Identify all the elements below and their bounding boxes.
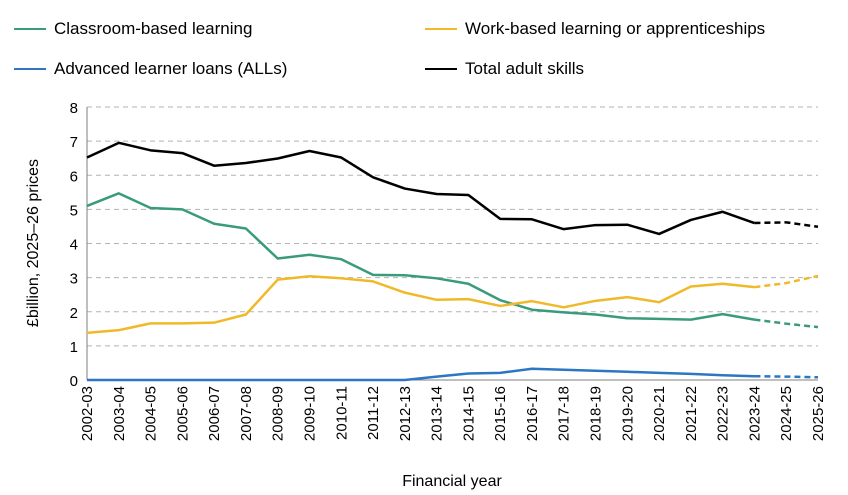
x-tick-labels: 2002-03 2003-04 2004-05 2005-06 2006-07 2007-…: [79, 386, 827, 441]
legend-label-work-based: Work-based learning or apprenticeships: [465, 19, 766, 38]
series-line-0: [86, 192, 755, 321]
y-tick-label: 8: [70, 100, 78, 117]
x-tick-label: 2009-10: [301, 386, 318, 441]
x-tick-label: 2024-25: [778, 386, 795, 441]
legend: Classroom-based learning Work-based lear…: [0, 0, 848, 90]
series-projection-2: [754, 374, 819, 379]
y-tick-label: 7: [70, 134, 78, 151]
series-line-1: [86, 275, 755, 335]
series-line-3: [86, 141, 755, 236]
x-axis-title: Financial year: [402, 473, 502, 490]
x-tick-label: 2016-17: [524, 386, 541, 441]
y-tick-label: 0: [70, 373, 78, 390]
y-tick-labels: 0 1 2 3 4 5 6 7 8: [70, 100, 78, 390]
x-tick-label: 2002-03: [79, 386, 96, 441]
x-tick-label: 2006-07: [206, 386, 223, 441]
y-tick-label: 2: [70, 305, 78, 322]
legend-item-work-based: Work-based learning or apprenticeships: [425, 18, 765, 40]
x-tick-label: 2013-14: [429, 386, 446, 441]
legend-item-classroom: Classroom-based learning: [14, 18, 252, 40]
y-tick-label: 5: [70, 202, 78, 219]
x-tick-label: 2010-11: [333, 386, 350, 440]
y-tick-label: 6: [70, 168, 78, 185]
x-tick-label: 2011-12: [365, 386, 382, 440]
x-tick-label: 2023-24: [746, 386, 763, 441]
x-tick-label: 2022-23: [715, 386, 732, 441]
legend-swatch-total: [425, 68, 457, 70]
y-tick-label: 4: [70, 237, 78, 254]
x-tick-label: 2015-16: [492, 386, 509, 441]
x-tick-label: 2019-20: [619, 386, 636, 441]
x-tick-label: 2004-05: [143, 386, 160, 441]
y-axis-title: £billion, 2025–26 prices: [25, 159, 42, 327]
legend-item-total: Total adult skills: [425, 58, 584, 80]
x-tick-label: 2017-18: [556, 386, 573, 441]
x-tick-label: 2005-06: [174, 386, 191, 441]
legend-swatch-work-based: [425, 28, 457, 30]
x-tick-label: 2008-09: [270, 386, 287, 441]
x-tick-label: 2020-21: [651, 386, 668, 441]
legend-label-classroom: Classroom-based learning: [54, 19, 253, 38]
gridlines: [87, 106, 818, 347]
y-tick-label: 3: [70, 271, 78, 288]
x-tick-label: 2007-08: [238, 386, 255, 441]
legend-swatch-alls: [14, 68, 46, 70]
x-tick-label: 2012-13: [397, 386, 414, 441]
legend-item-alls: Advanced learner loans (ALLs): [14, 58, 287, 80]
series-lines: [86, 141, 819, 382]
x-tick-label: 2025-26: [810, 386, 827, 441]
x-tick-label: 2018-19: [588, 386, 605, 441]
series-projection-0: [754, 318, 819, 329]
series-projection-1: [754, 274, 819, 289]
y-tick-label: 1: [70, 339, 78, 356]
x-tick-label: 2021-22: [683, 386, 700, 441]
legend-label-total: Total adult skills: [465, 59, 585, 78]
x-tick-label: 2003-04: [111, 386, 128, 441]
x-tick-label: 2014-15: [460, 386, 477, 441]
legend-swatch-classroom: [14, 28, 46, 30]
series-projection-3: [754, 221, 819, 229]
series-line-2: [87, 367, 755, 382]
legend-label-alls: Advanced learner loans (ALLs): [54, 59, 288, 78]
